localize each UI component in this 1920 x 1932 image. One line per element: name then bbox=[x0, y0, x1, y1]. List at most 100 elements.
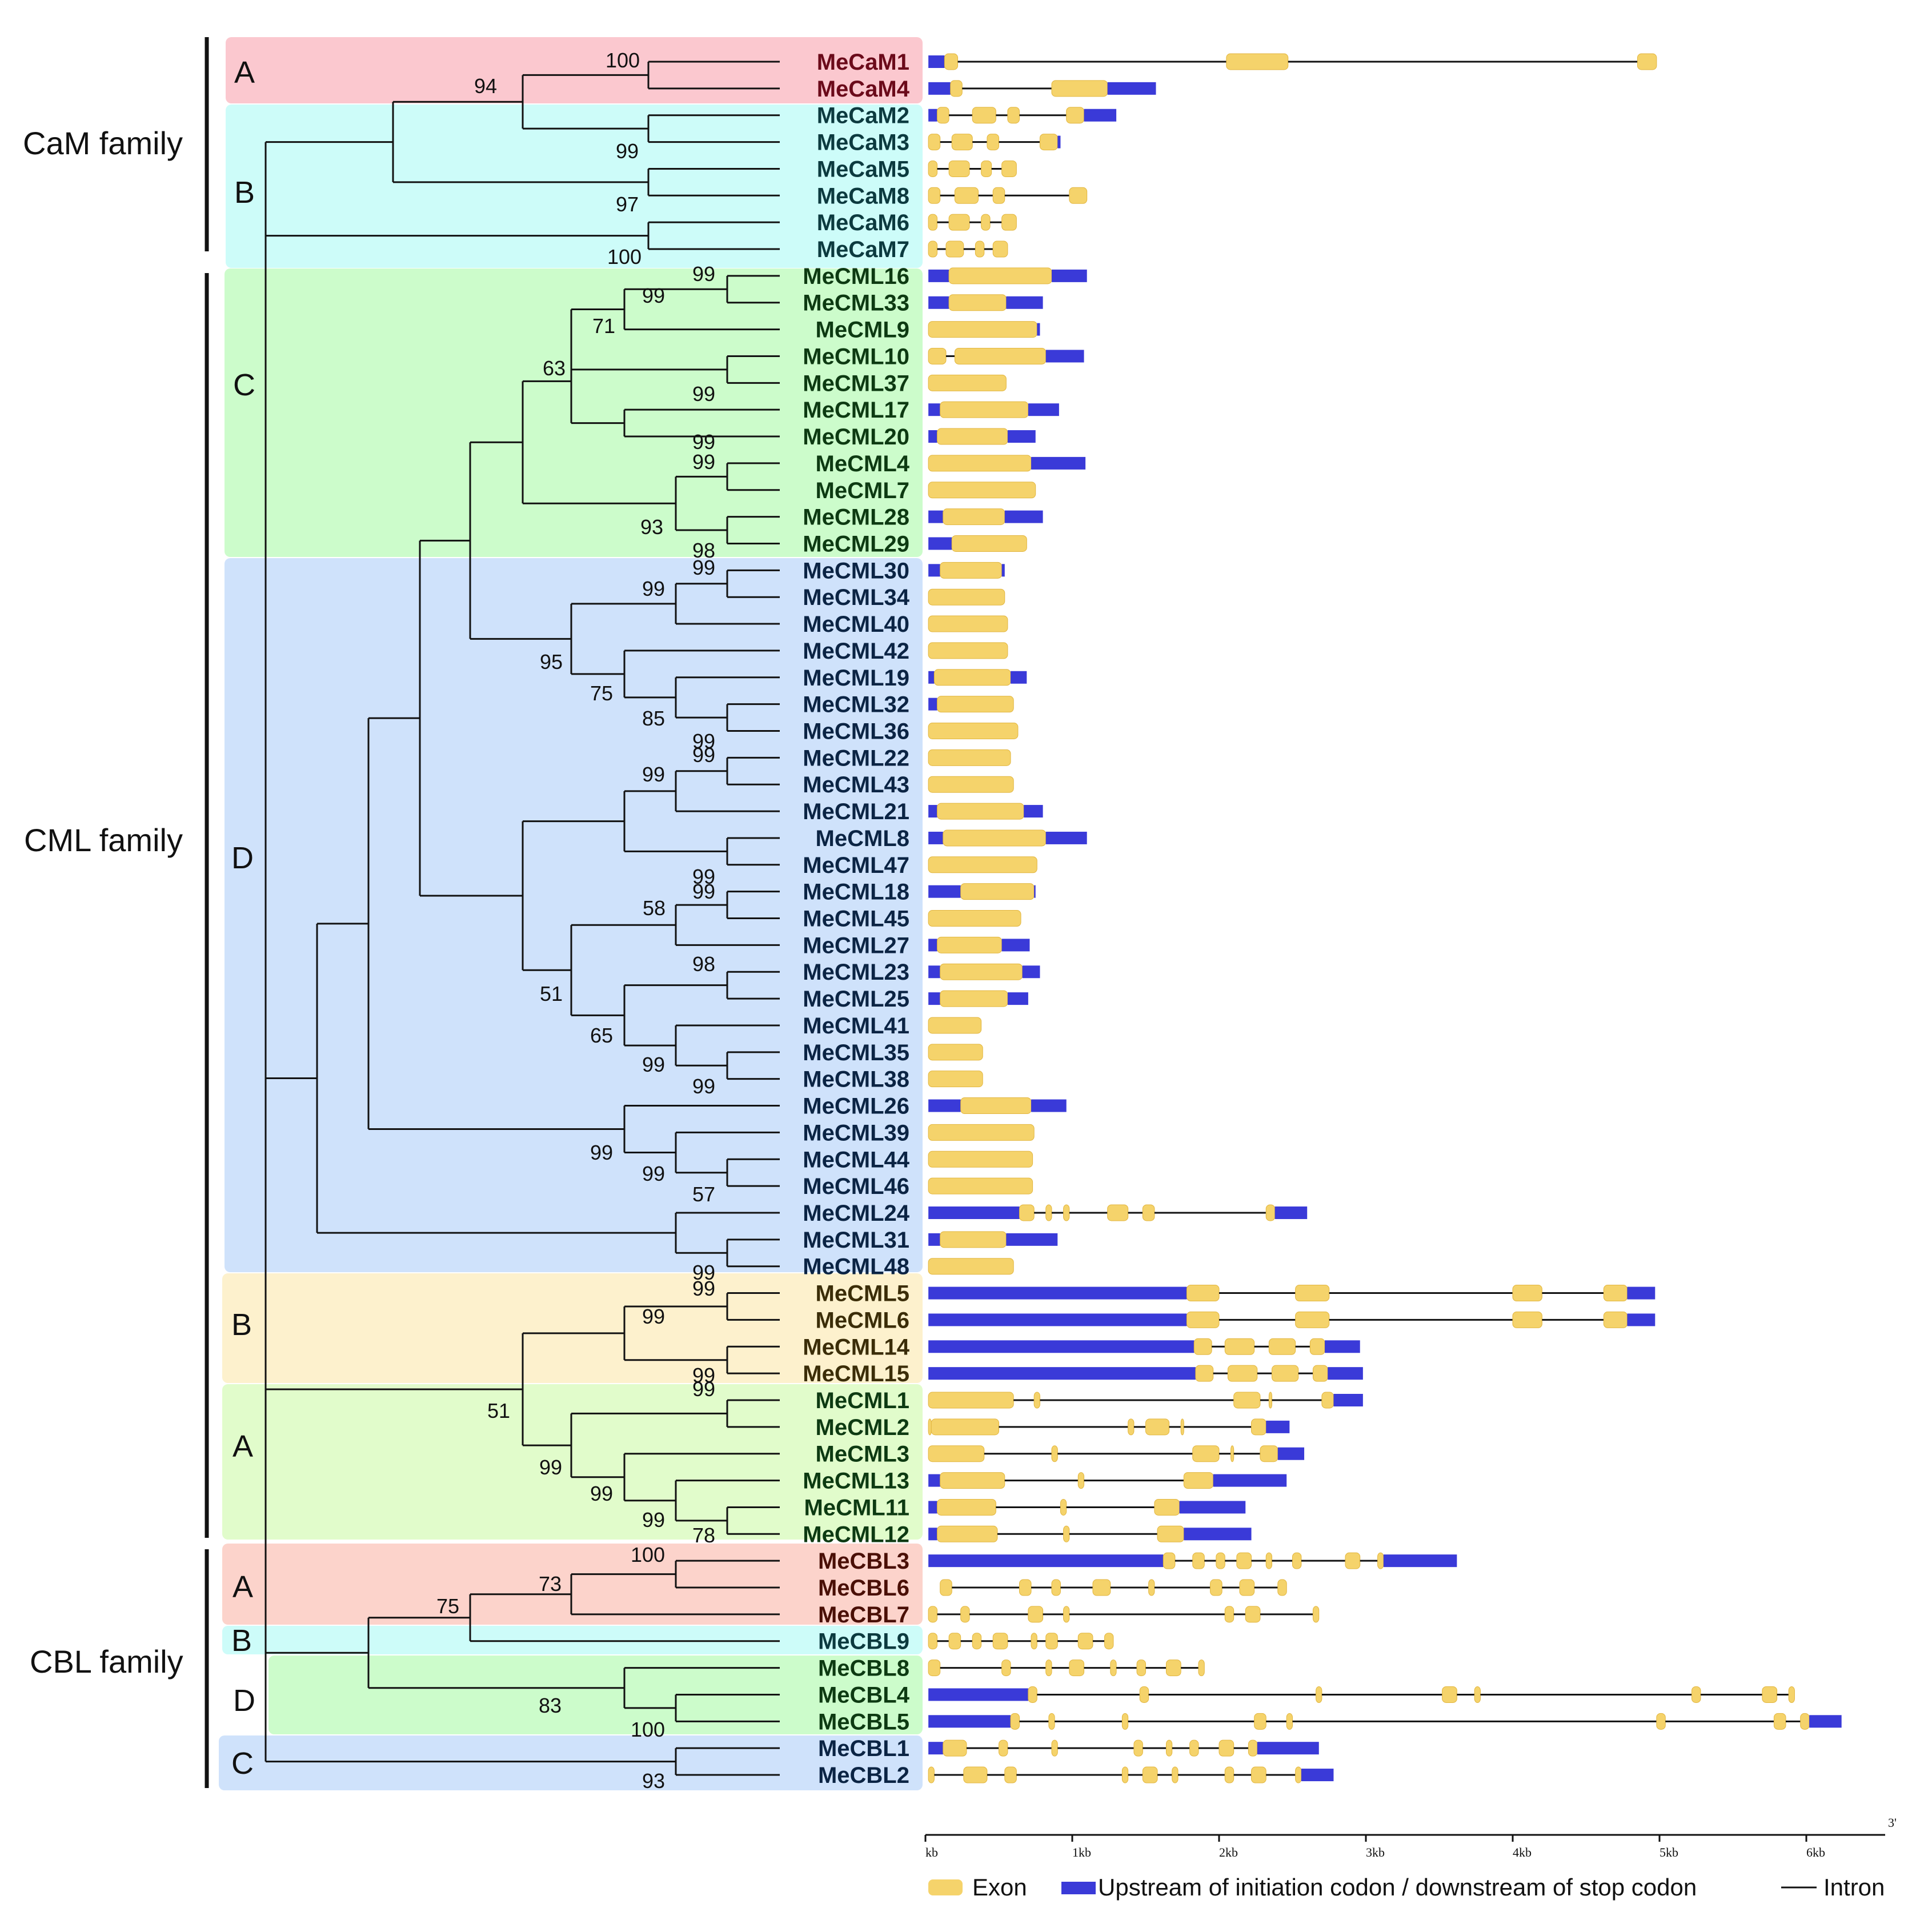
exon-segment bbox=[928, 455, 1032, 472]
exon-segment bbox=[1186, 1285, 1220, 1302]
exon-segment bbox=[1189, 1739, 1199, 1757]
exon-segment bbox=[1295, 1285, 1330, 1302]
exon-segment bbox=[940, 401, 1029, 418]
gene-structure bbox=[928, 241, 1008, 258]
exon-segment bbox=[943, 1739, 967, 1757]
gene-structure bbox=[928, 1177, 1033, 1195]
bootstrap-value: 99 bbox=[642, 284, 665, 307]
bootstrap-value: 99 bbox=[692, 1277, 715, 1300]
gene-structure bbox=[928, 642, 1008, 659]
exon-segment bbox=[1321, 1392, 1334, 1409]
exon-segment bbox=[999, 1739, 1008, 1757]
gene-label: MeCBL1 bbox=[818, 1736, 909, 1761]
bootstrap-value: 99 bbox=[539, 1456, 562, 1479]
bootstrap-value: 83 bbox=[539, 1694, 562, 1717]
exon-segment bbox=[1063, 1606, 1070, 1623]
bootstrap-value: 93 bbox=[642, 1769, 665, 1793]
exon-segment bbox=[943, 829, 1047, 847]
gene-label: MeCML41 bbox=[803, 1013, 909, 1039]
subgroup-letter: A bbox=[234, 55, 255, 90]
exon-segment bbox=[1077, 1472, 1085, 1489]
exon-segment bbox=[1788, 1686, 1795, 1703]
family-label-cbl: CBL family bbox=[30, 1644, 183, 1680]
exon-segment bbox=[940, 1472, 1005, 1489]
legend-exon-swatch bbox=[928, 1879, 963, 1895]
exon-segment bbox=[1148, 1579, 1155, 1596]
utr-segment bbox=[1301, 1769, 1334, 1782]
bootstrap-value: 99 bbox=[642, 1305, 665, 1328]
exon-segment bbox=[1236, 1552, 1252, 1569]
utr-segment bbox=[928, 510, 943, 523]
exon-segment bbox=[928, 856, 1037, 873]
gene-structure bbox=[928, 455, 1086, 472]
gene-label: MeCBL7 bbox=[818, 1602, 909, 1628]
gene-label: MeCML42 bbox=[803, 639, 909, 664]
exon-segment bbox=[987, 134, 999, 151]
exon-segment bbox=[1265, 1204, 1276, 1221]
exon-segment bbox=[931, 1418, 1000, 1436]
gene-structure bbox=[928, 187, 1088, 204]
exon-segment bbox=[972, 107, 996, 124]
bootstrap-value: 99 bbox=[642, 763, 665, 786]
gene-label: MeCML16 bbox=[803, 264, 909, 289]
exon-segment bbox=[1051, 1739, 1058, 1757]
subgroup-panel-cml-c bbox=[225, 268, 923, 557]
exon-segment bbox=[940, 1579, 952, 1596]
utr-segment bbox=[1052, 269, 1087, 282]
gene-label: MeCaM3 bbox=[817, 130, 909, 155]
utr-segment bbox=[1031, 456, 1086, 470]
gene-label: MeCaM2 bbox=[817, 103, 909, 129]
subgroup-letters: A B C D B A A B D C bbox=[231, 55, 255, 1781]
subgroup-letter: B bbox=[231, 1308, 252, 1342]
exon-segment bbox=[1251, 1766, 1266, 1783]
gene-label: MeCML19 bbox=[803, 666, 909, 691]
exon-segment bbox=[1192, 1552, 1205, 1569]
utr-segment bbox=[1034, 885, 1036, 898]
gene-label: MeCML48 bbox=[803, 1254, 909, 1280]
exon-segment bbox=[1345, 1552, 1361, 1569]
exon-segment bbox=[963, 1766, 988, 1783]
exon-segment bbox=[928, 160, 938, 177]
exon-segment bbox=[1312, 1365, 1328, 1382]
exon-segment bbox=[937, 1498, 996, 1516]
bootstrap-value: 99 bbox=[590, 1482, 613, 1505]
gene-label: MeCML8 bbox=[816, 826, 909, 851]
bootstrap-value: 99 bbox=[692, 430, 715, 454]
exon-segment bbox=[1637, 53, 1657, 70]
utr-segment bbox=[1809, 1715, 1842, 1728]
exon-segment bbox=[1691, 1686, 1701, 1703]
exon-segment bbox=[1286, 1713, 1293, 1730]
utr-segment bbox=[1006, 296, 1043, 309]
bootstrap-value: 99 bbox=[590, 1141, 613, 1164]
utr-segment bbox=[928, 1742, 943, 1755]
exon-segment bbox=[928, 241, 938, 258]
exon-segment bbox=[960, 1097, 1032, 1115]
axis-tick-label: 3kb bbox=[1366, 1845, 1385, 1859]
gene-structure bbox=[928, 723, 1019, 739]
bootstrap-value: 51 bbox=[487, 1399, 510, 1422]
gene-label: MeCML24 bbox=[803, 1201, 909, 1226]
exon-segment bbox=[928, 187, 941, 204]
exon-segment bbox=[928, 1071, 983, 1088]
utr-segment bbox=[1031, 1099, 1067, 1112]
exon-segment bbox=[1001, 1660, 1011, 1677]
utr-segment bbox=[928, 1286, 1187, 1300]
utr-segment bbox=[1084, 109, 1117, 122]
axis-end-label: 3' bbox=[1888, 1815, 1897, 1830]
gene-label: MeCML32 bbox=[803, 692, 909, 718]
gene-structure bbox=[928, 1231, 1058, 1248]
gene-label: MeCML26 bbox=[803, 1094, 909, 1119]
exon-segment bbox=[1051, 1445, 1058, 1462]
exon-segment bbox=[972, 1633, 982, 1650]
utr-segment bbox=[928, 965, 940, 979]
gene-label: MeCML34 bbox=[803, 585, 909, 610]
utr-segment bbox=[1184, 1528, 1252, 1541]
exon-segment bbox=[1277, 1579, 1287, 1596]
legend-utr-label: Upstream of initiation codon / downstrea… bbox=[1098, 1874, 1697, 1901]
exon-segment bbox=[948, 160, 970, 177]
gene-structure bbox=[928, 214, 1017, 231]
exon-segment bbox=[928, 134, 941, 151]
gene-label: MeCML38 bbox=[803, 1067, 909, 1092]
exon-segment bbox=[928, 588, 1005, 606]
gene-structure bbox=[928, 1445, 1305, 1462]
